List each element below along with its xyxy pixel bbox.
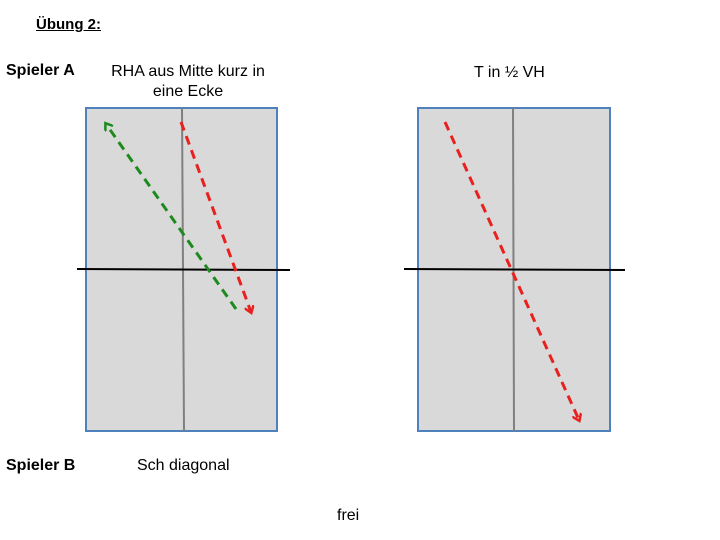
red-dashed-arrow-right (443, 121, 579, 420)
right-court-net (403, 268, 626, 271)
right-court (403, 107, 626, 432)
left-court (76, 107, 291, 432)
left-court-net (76, 268, 291, 271)
left-court-description-b: Sch diagonal (137, 457, 230, 474)
bottom-description-b: frei (337, 507, 360, 524)
left-court-description-a: RHA aus Mitte kurz in eine Ecke (111, 63, 265, 100)
right-court-description-a: T in ½ VH (474, 64, 545, 81)
green-dashed-arrow (106, 124, 238, 310)
exercise-title: Übung 2: (36, 16, 101, 33)
red-dashed-arrow-left (179, 121, 251, 312)
player-a-label: Spieler A (6, 62, 75, 79)
player-b-label: Spieler B (6, 457, 76, 474)
